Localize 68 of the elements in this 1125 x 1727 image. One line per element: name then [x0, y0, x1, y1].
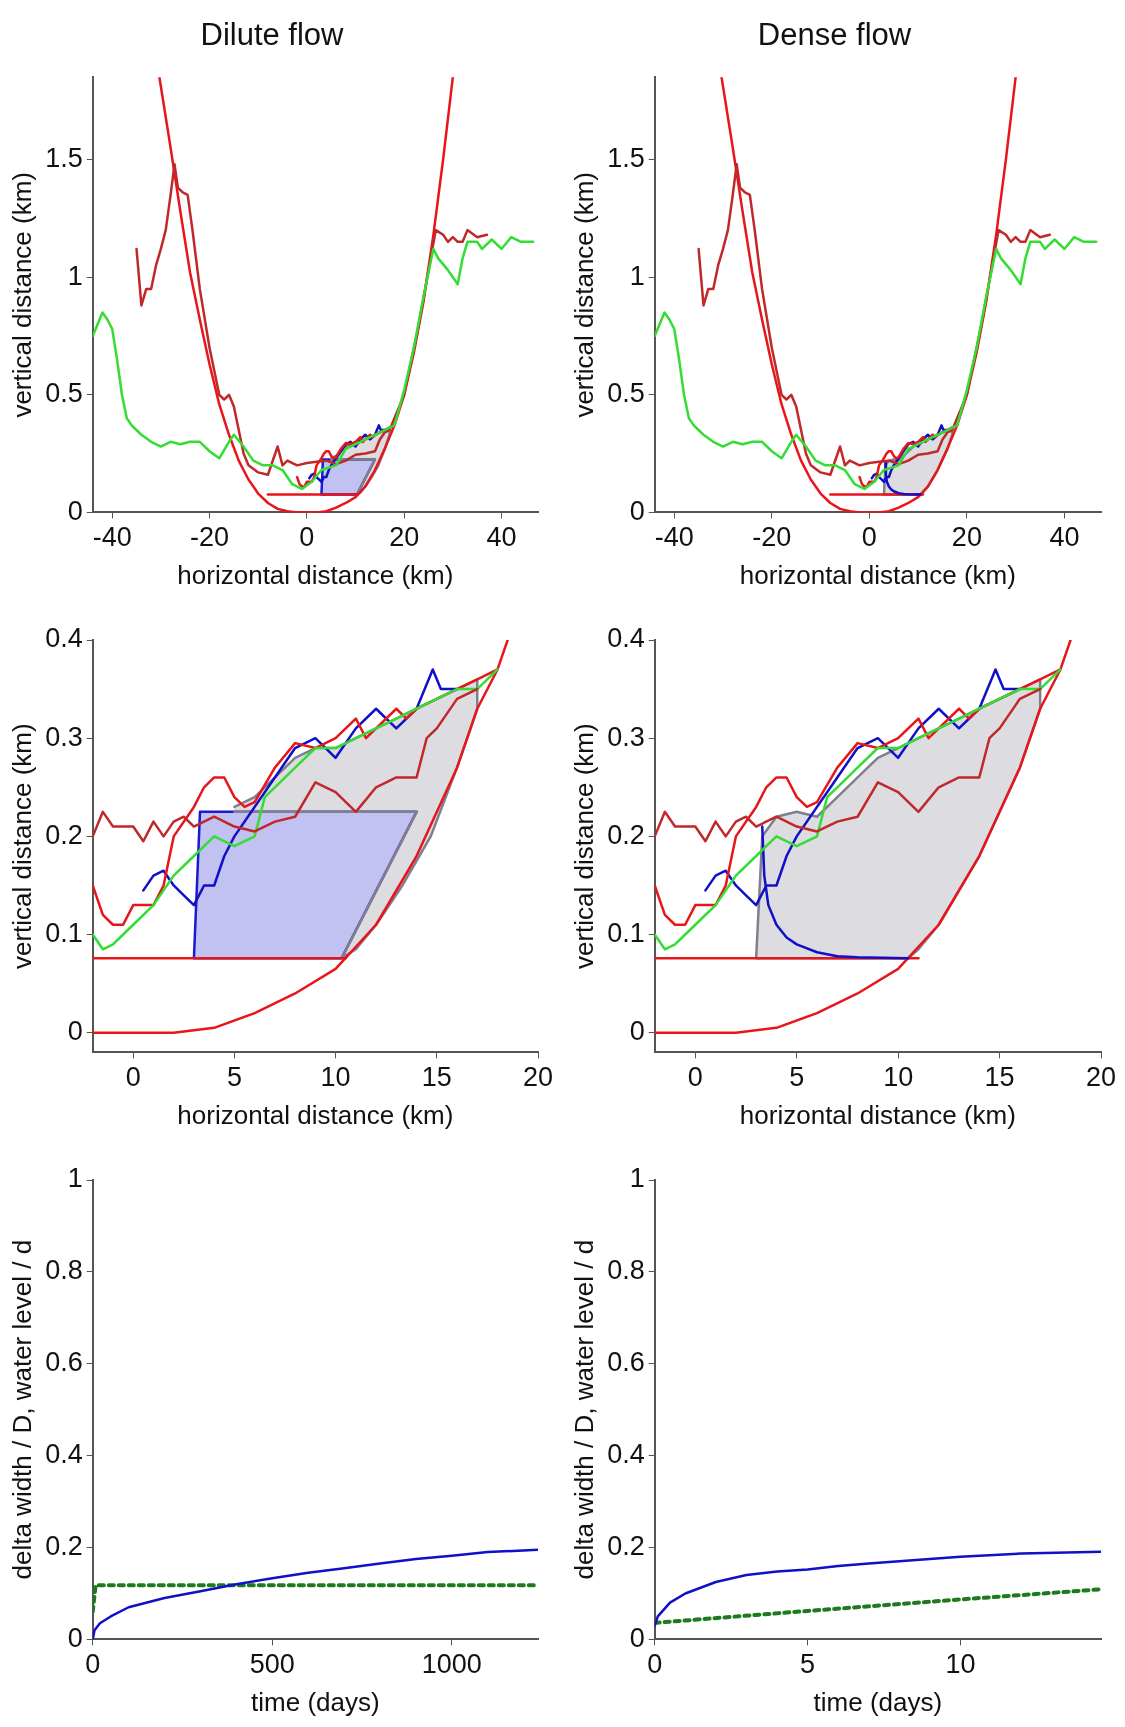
y-axis-title: vertical distance (km): [6, 723, 37, 970]
y-tick-label: 0.8: [45, 1255, 83, 1286]
x-tick-label: 40: [1049, 522, 1080, 553]
x-tick-label: -20: [752, 522, 792, 553]
x-axis-title: horizontal distance (km): [739, 559, 1016, 590]
y-tick-label: 0.5: [607, 378, 645, 409]
x-axis-title: horizontal distance (km): [177, 1099, 454, 1130]
y-tick-label: 1.5: [607, 142, 645, 173]
x-tick-label: 20: [1085, 1062, 1117, 1093]
x-tick-label: 0: [125, 1062, 141, 1093]
y-tick-label: 0.4: [607, 623, 645, 654]
y-tick-label: 0.3: [45, 721, 83, 752]
y-axis-title: vertical distance (km): [568, 723, 599, 970]
y-tick-label: 1.5: [45, 142, 83, 173]
x-tick-label: 5: [226, 1062, 242, 1093]
y-tick-label: 0.4: [45, 1439, 83, 1470]
y-axis-title: vertical distance (km): [6, 171, 37, 418]
x-tick-label: 15: [421, 1062, 452, 1093]
x-tick-label: 20: [389, 522, 420, 553]
y-tick-label: 0: [629, 1622, 645, 1653]
y-tick-label: 0.2: [45, 1530, 83, 1561]
x-tick-label: 10: [945, 1649, 976, 1680]
chart-title: Dilute flow: [200, 17, 345, 53]
y-tick-label: 0.2: [45, 819, 83, 850]
y-tick-label: 0: [67, 1622, 83, 1653]
y-tick-label: 1: [629, 260, 645, 291]
x-tick-label: 0: [861, 522, 877, 553]
y-tick-label: 0.5: [45, 378, 83, 409]
y-tick-label: 0.4: [45, 623, 83, 654]
y-tick-label: 0.2: [607, 819, 645, 850]
y-tick-label: 0.2: [607, 1530, 645, 1561]
y-tick-label: 0: [67, 1016, 83, 1047]
y-tick-label: 1: [629, 1163, 645, 1194]
x-tick-label: 1000: [421, 1649, 482, 1680]
x-tick-label: 20: [522, 1062, 554, 1093]
x-tick-label: 10: [320, 1062, 351, 1093]
y-tick-label: 0.1: [45, 918, 83, 949]
x-tick-label: 5: [789, 1062, 805, 1093]
x-axis-title: time (days): [251, 1686, 380, 1717]
x-tick-label: 0: [299, 522, 315, 553]
x-tick-label: -40: [92, 522, 132, 553]
y-tick-label: 0: [67, 495, 83, 526]
x-axis-title: horizontal distance (km): [177, 559, 454, 590]
y-tick-label: 1: [67, 260, 83, 291]
y-tick-label: 1: [67, 1163, 83, 1194]
y-tick-label: 0.4: [607, 1439, 645, 1470]
x-axis-title: horizontal distance (km): [739, 1099, 1016, 1130]
x-tick-label: 15: [984, 1062, 1015, 1093]
x-tick-label: -40: [654, 522, 694, 553]
y-tick-label: 0: [629, 1016, 645, 1047]
x-tick-label: 500: [249, 1649, 295, 1680]
x-tick-label: 0: [687, 1062, 703, 1093]
x-tick-label: 10: [883, 1062, 914, 1093]
y-tick-label: 0.6: [45, 1347, 83, 1378]
y-tick-label: 0.6: [607, 1347, 645, 1378]
y-tick-label: 0.1: [607, 918, 645, 949]
x-tick-label: 5: [800, 1649, 816, 1680]
x-tick-label: 20: [951, 522, 982, 553]
x-tick-label: -20: [190, 522, 230, 553]
y-axis-title: delta width / D, water level / d: [568, 1239, 599, 1580]
y-axis-title: vertical distance (km): [568, 171, 599, 418]
y-tick-label: 0.3: [607, 721, 645, 752]
chart-title: Dense flow: [757, 17, 912, 53]
y-tick-label: 0.8: [607, 1255, 645, 1286]
y-tick-label: 0: [629, 495, 645, 526]
x-axis-title: time (days): [813, 1686, 943, 1717]
y-axis-title: delta width / D, water level / d: [6, 1239, 37, 1580]
x-tick-label: 40: [486, 522, 517, 553]
